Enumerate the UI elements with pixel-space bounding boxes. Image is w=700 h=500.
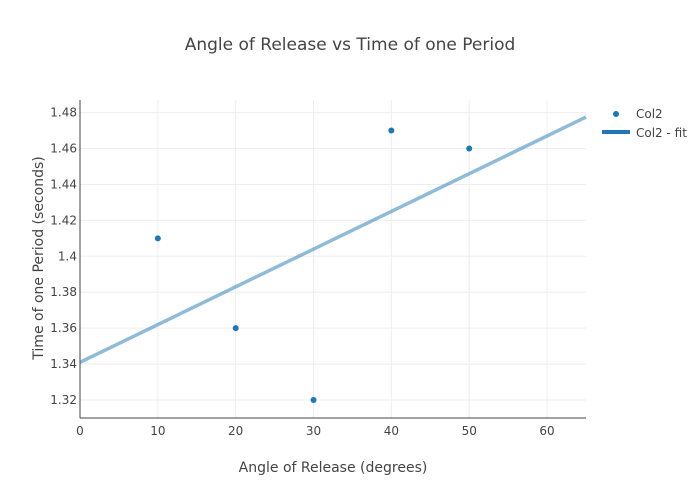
y-tick-label: 1.48 bbox=[50, 106, 77, 120]
legend-item-col2[interactable]: Col2 bbox=[613, 107, 663, 121]
x-tick-label: 60 bbox=[539, 424, 554, 438]
legend-item-col2-fit[interactable]: Col2 - fit bbox=[602, 126, 687, 140]
data-point[interactable] bbox=[310, 397, 317, 404]
y-axis-title: Time of one Period (seconds) bbox=[31, 156, 47, 360]
grid-layer bbox=[80, 100, 586, 418]
series-layer bbox=[79, 115, 587, 404]
x-tick-label: 30 bbox=[306, 424, 321, 438]
legend: Col2 Col2 - fit bbox=[602, 107, 687, 140]
data-point[interactable] bbox=[388, 127, 395, 134]
y-tick-label: 1.42 bbox=[50, 213, 77, 227]
data-point[interactable] bbox=[154, 235, 161, 242]
y-tick-label: 1.32 bbox=[50, 393, 77, 407]
y-tick-label: 1.44 bbox=[50, 177, 77, 191]
x-tick-label: 0 bbox=[76, 424, 84, 438]
y-tick-label: 1.4 bbox=[58, 249, 77, 263]
x-tick-label: 10 bbox=[150, 424, 165, 438]
tick-label-layer: 0 10 20 30 40 50 60 1.32 1.34 1.36 1.38 1.4 1.42 1.44… bbox=[50, 106, 554, 438]
legend-label-col2-fit: Col2 - fit bbox=[636, 126, 687, 140]
y-tick-label: 1.46 bbox=[50, 142, 77, 156]
data-point[interactable] bbox=[232, 325, 239, 332]
fit-line bbox=[79, 115, 587, 364]
legend-marker-col2 bbox=[613, 111, 619, 117]
y-tick-label: 1.34 bbox=[50, 357, 77, 371]
chart-title: Angle of Release vs Time of one Period bbox=[185, 35, 516, 55]
y-tick-label: 1.36 bbox=[50, 321, 77, 335]
x-tick-label: 50 bbox=[462, 424, 477, 438]
x-axis-title: Angle of Release (degrees) bbox=[239, 460, 428, 476]
x-tick-label: 20 bbox=[228, 424, 243, 438]
y-tick-label: 1.38 bbox=[50, 285, 77, 299]
data-point[interactable] bbox=[466, 145, 473, 152]
axes-layer bbox=[79, 100, 586, 419]
x-tick-label: 40 bbox=[384, 424, 399, 438]
legend-label-col2: Col2 bbox=[636, 107, 663, 121]
